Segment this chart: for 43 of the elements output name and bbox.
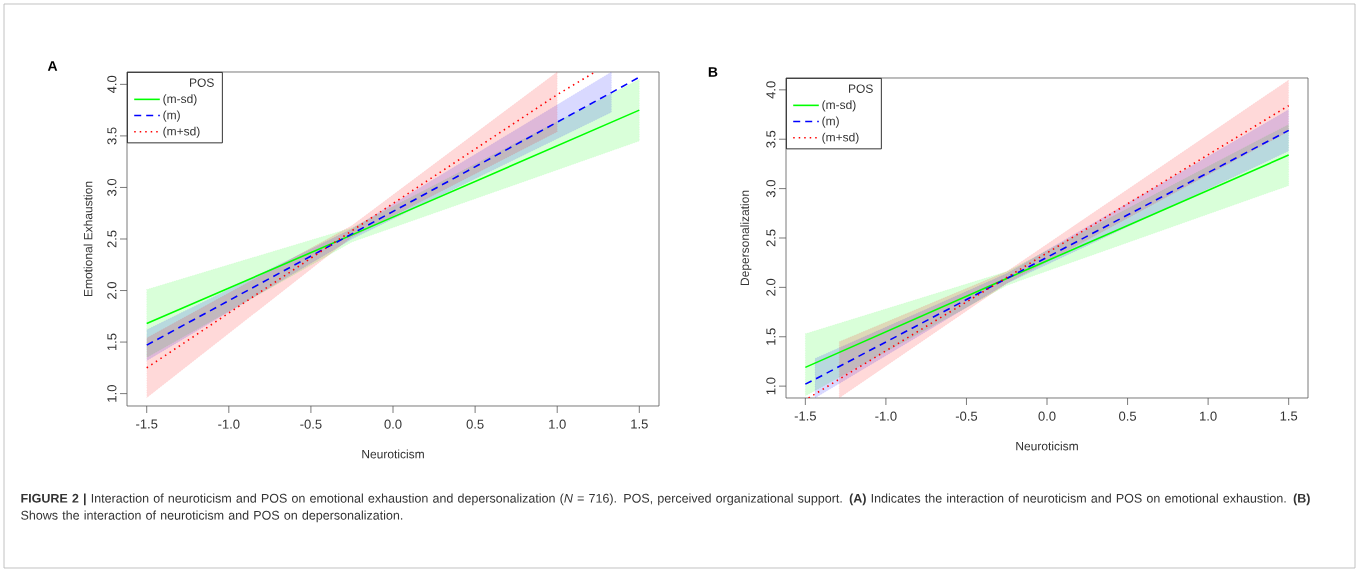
- x-tick-label: -1.5: [136, 419, 158, 429]
- y-axis-title: Depersonalization: [740, 190, 752, 286]
- x-tick-label: 1.5: [631, 419, 648, 429]
- y-axis-title: Emotional Exhaustion: [83, 181, 93, 297]
- y-tick-label: 2.0: [766, 278, 776, 296]
- x-tick-label: 1.0: [1200, 411, 1217, 421]
- y-tick-label: 3.5: [107, 127, 117, 145]
- y-tick-label: 1.5: [107, 333, 117, 351]
- legend-label: (m+sd): [822, 132, 859, 144]
- legend-title: POS: [849, 84, 873, 93]
- x-tick-label: -1.5: [794, 411, 816, 421]
- y-tick-label: 3.0: [766, 180, 776, 198]
- y-tick-label: 2.0: [107, 282, 117, 299]
- x-tick-label: 0.0: [384, 419, 402, 429]
- y-tick-label: 4.0: [107, 75, 117, 94]
- y-tick-label: 4.0: [766, 81, 776, 99]
- x-tick-label: 0.5: [1119, 411, 1137, 421]
- y-tick-label: 2.5: [766, 229, 776, 247]
- x-tick-label: 0.5: [466, 419, 484, 429]
- x-tick-label: -1.0: [218, 419, 240, 429]
- y-tick-label: 3.5: [766, 130, 776, 148]
- x-axis-title: Neuroticism: [1016, 441, 1078, 451]
- legend-label: (m-sd): [822, 100, 856, 112]
- legend-title: POS: [190, 78, 214, 87]
- text: FIGURE 2 | Interaction of neuroticism and POS on emotional exhaustion and depersonalization (N = 716). POS, perceived organizational support. (A) Indicates the interaction of neuroticism and POS on emotional exhaustion. (B) Shows the interaction of neuroticism and POS on depersonalization.: [21, 493, 1310, 523]
- legend-label: (m-sd): [163, 94, 197, 106]
- legend-label: (m+sd): [163, 126, 200, 138]
- x-axis-title: Neuroticism: [362, 449, 424, 459]
- y-tick-label: 3.0: [107, 178, 117, 196]
- chart-title: A: [47, 61, 58, 71]
- y-tick-label: 1.5: [766, 328, 776, 345]
- legend-label: (m): [163, 110, 180, 122]
- y-tick-label: 1.0: [766, 377, 776, 395]
- y-tick-label: 1.0: [107, 385, 117, 402]
- x-tick-label: -0.5: [300, 419, 322, 429]
- x-tick-label: 0.0: [1038, 411, 1056, 421]
- chart-title: B: [708, 67, 718, 77]
- x-tick-label: -1.0: [875, 411, 897, 421]
- legend-label: (m): [822, 116, 839, 128]
- x-tick-label: -0.5: [955, 411, 978, 421]
- x-tick-label: 1.5: [1280, 411, 1298, 421]
- y-tick-label: 2.5: [107, 230, 117, 248]
- x-tick-label: 1.0: [549, 419, 566, 429]
